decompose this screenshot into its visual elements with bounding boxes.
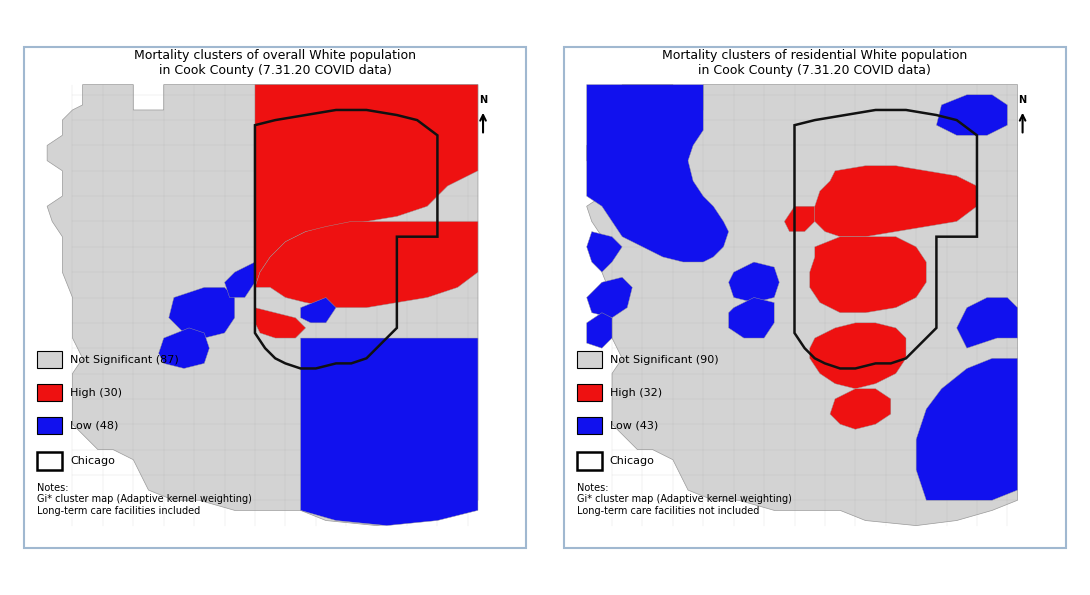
Text: High (30): High (30) <box>70 387 122 397</box>
Bar <box>37 452 62 470</box>
Text: High (32): High (32) <box>609 387 662 397</box>
FancyBboxPatch shape <box>564 46 1066 549</box>
Text: Chicago: Chicago <box>609 456 654 466</box>
Polygon shape <box>586 84 728 262</box>
Polygon shape <box>169 287 234 338</box>
Polygon shape <box>301 338 479 525</box>
Polygon shape <box>586 84 1018 525</box>
Bar <box>577 350 602 368</box>
Polygon shape <box>810 237 926 313</box>
Text: Notes:
Gi* cluster map (Adaptive kernel weighting)
Long-term care facilities not: Notes: Gi* cluster map (Adaptive kernel … <box>577 483 791 516</box>
Text: N: N <box>479 95 487 105</box>
FancyBboxPatch shape <box>24 46 526 549</box>
Polygon shape <box>159 328 209 368</box>
Polygon shape <box>301 298 336 323</box>
Text: Low (48): Low (48) <box>70 421 119 430</box>
Polygon shape <box>815 166 977 237</box>
Text: Not Significant (90): Not Significant (90) <box>609 355 718 365</box>
Polygon shape <box>829 389 891 429</box>
Polygon shape <box>936 95 1007 135</box>
Text: Notes:
Gi* cluster map (Adaptive kernel weighting)
Long-term care facilities inc: Notes: Gi* cluster map (Adaptive kernel … <box>37 483 252 516</box>
Polygon shape <box>586 277 632 318</box>
Polygon shape <box>586 313 613 348</box>
Bar <box>577 452 602 470</box>
Bar <box>37 416 62 434</box>
Polygon shape <box>810 323 906 389</box>
Text: Mortality clusters of residential White population
in Cook County (7.31.20 COVID: Mortality clusters of residential White … <box>662 49 968 77</box>
Polygon shape <box>47 84 479 525</box>
Polygon shape <box>255 84 479 287</box>
Polygon shape <box>785 206 815 231</box>
Polygon shape <box>255 308 305 338</box>
Bar <box>37 350 62 368</box>
Polygon shape <box>255 221 479 308</box>
Text: Low (43): Low (43) <box>609 421 657 430</box>
Polygon shape <box>728 262 779 303</box>
Text: Not Significant (87): Not Significant (87) <box>70 355 179 365</box>
Polygon shape <box>225 262 255 298</box>
Text: N: N <box>1018 95 1027 105</box>
Bar <box>577 416 602 434</box>
Bar <box>577 384 602 402</box>
Bar <box>37 384 62 402</box>
Polygon shape <box>957 298 1018 348</box>
Polygon shape <box>586 231 622 272</box>
Polygon shape <box>728 298 774 338</box>
Polygon shape <box>916 358 1018 500</box>
Text: Chicago: Chicago <box>70 456 114 466</box>
Text: Mortality clusters of overall White population
in Cook County (7.31.20 COVID dat: Mortality clusters of overall White popu… <box>134 49 416 77</box>
